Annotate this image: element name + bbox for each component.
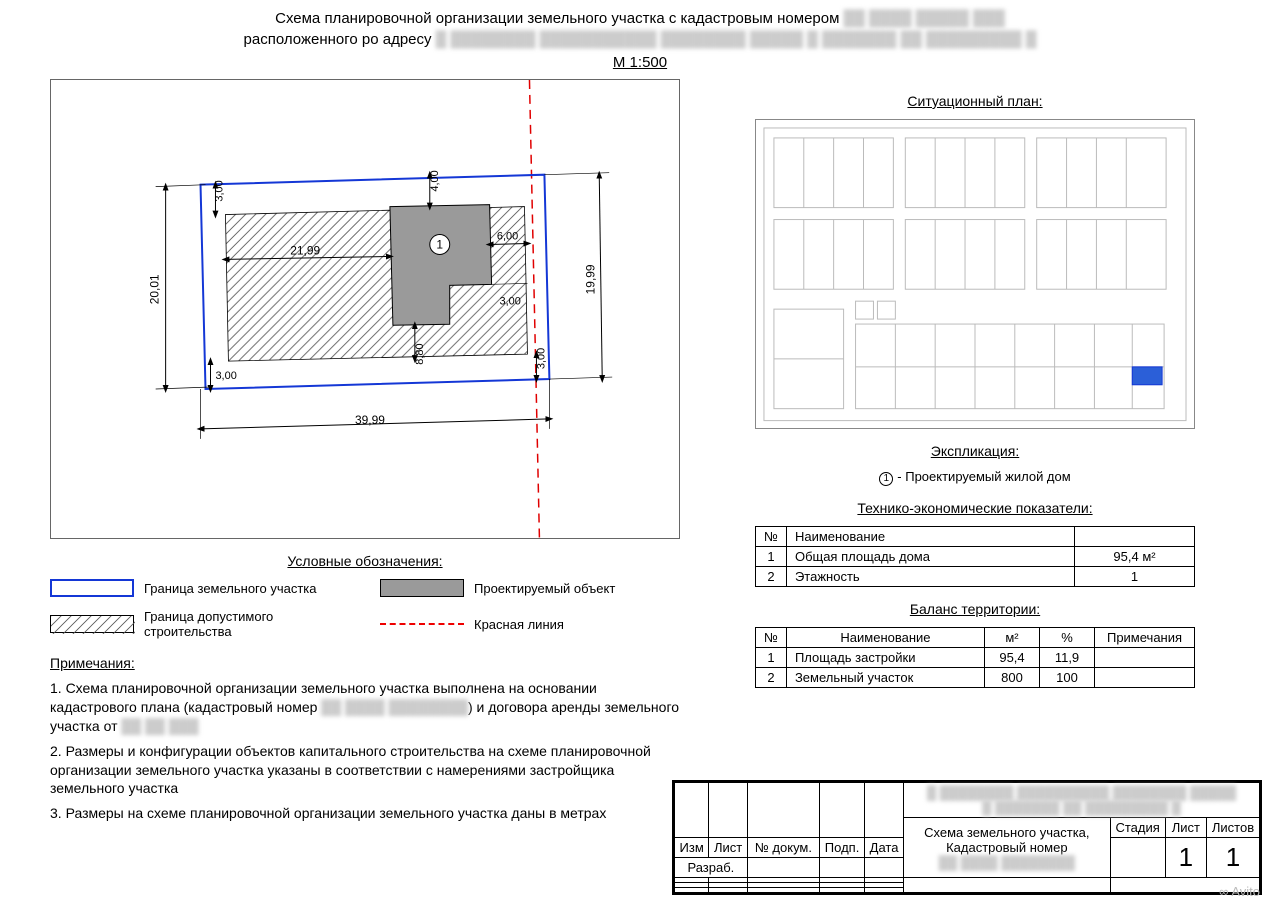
- situational-title: Ситуационный план:: [720, 93, 1230, 109]
- notes: 1. Схема планировочной организации земел…: [50, 679, 680, 823]
- swatch-boundary-icon: [50, 579, 134, 597]
- page-header: Схема планировочной организации земельно…: [50, 8, 1230, 73]
- svg-text:3,00: 3,00: [500, 295, 521, 307]
- swatch-redline-icon: [380, 615, 464, 633]
- svg-text:3,00: 3,00: [215, 370, 236, 382]
- site-plan: 1 39,99 20,01 19,99 3,00 4,00 21,99: [50, 79, 680, 539]
- swatch-building-icon: [380, 579, 464, 597]
- situational-plan: [755, 119, 1195, 429]
- svg-text:39,99: 39,99: [355, 413, 385, 427]
- balance-title: Баланс территории:: [720, 601, 1230, 617]
- svg-text:3,00: 3,00: [535, 348, 547, 369]
- svg-text:8,80: 8,80: [414, 343, 426, 364]
- watermark: ∞ Avito: [1219, 884, 1260, 899]
- svg-text:6,00: 6,00: [497, 230, 518, 242]
- svg-text:19,99: 19,99: [583, 264, 597, 294]
- svg-text:1: 1: [436, 237, 443, 251]
- swatch-hatch-icon: [50, 615, 134, 633]
- explication-title: Экспликация:: [720, 443, 1230, 459]
- svg-text:4,00: 4,00: [429, 170, 441, 191]
- explication-row: 1- Проектируемый жилой дом: [720, 469, 1230, 486]
- title-block: █ ████████ ██████████ ████████ ██████ ██…: [672, 780, 1262, 895]
- legend-title: Условные обозначения:: [50, 553, 680, 569]
- balance-table: №Наименованием²%Примечания 1Площадь заст…: [755, 627, 1195, 688]
- notes-title: Примечания:: [50, 655, 680, 671]
- legend: Граница земельного участка Проектируемый…: [50, 579, 680, 639]
- tech-table: №Наименование 1Общая площадь дома95,4 м²…: [755, 526, 1195, 587]
- marker-1-icon: 1: [879, 472, 893, 486]
- svg-text:20,01: 20,01: [148, 274, 162, 304]
- tech-title: Технико-экономические показатели:: [720, 500, 1230, 516]
- svg-text:21,99: 21,99: [290, 243, 320, 257]
